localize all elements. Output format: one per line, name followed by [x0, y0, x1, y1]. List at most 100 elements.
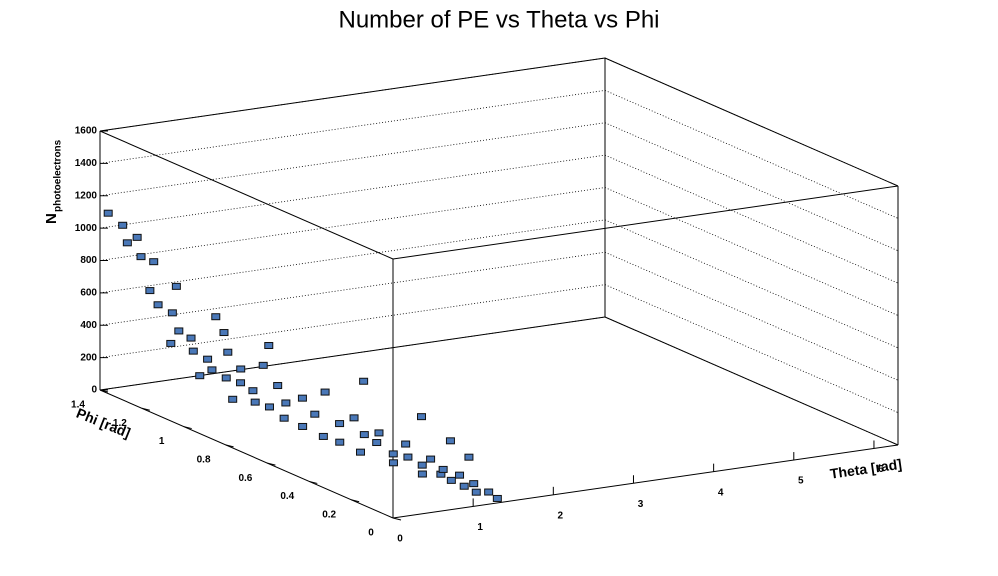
x-tick-label: 5 — [798, 476, 804, 487]
data-point — [445, 437, 455, 445]
data-point — [426, 455, 436, 463]
data-point — [388, 450, 398, 458]
data-point — [122, 239, 132, 247]
z-tick-label: 1200 — [75, 190, 98, 201]
data-point — [195, 372, 205, 380]
grid-line — [99, 316, 606, 391]
data-point — [166, 339, 176, 347]
data-point — [372, 439, 382, 447]
y-tick-label: 1.2 — [113, 418, 127, 429]
z-tick-label: 400 — [80, 320, 97, 331]
data-point — [459, 482, 469, 490]
data-point — [438, 465, 448, 473]
x-tick-label: 1 — [477, 522, 483, 533]
data-point — [221, 374, 231, 382]
data-point — [446, 476, 456, 484]
grid-line — [604, 219, 899, 349]
data-point — [335, 438, 345, 446]
y-tick-label: 0.6 — [238, 473, 252, 484]
data-point — [273, 382, 283, 390]
grid-line — [604, 57, 899, 187]
grid-line — [604, 251, 899, 381]
y-tick-label: 0.4 — [280, 491, 294, 502]
y-tick — [267, 462, 276, 466]
grid-line — [604, 187, 899, 316]
data-point — [223, 348, 233, 356]
y-tick — [183, 426, 192, 430]
data-point — [471, 488, 481, 496]
z-tick-label: 1000 — [75, 223, 98, 234]
chart-title: Number of PE vs Theta vs Phi — [338, 6, 659, 33]
data-point — [118, 221, 128, 229]
data-point — [417, 470, 427, 478]
grid-line — [604, 90, 899, 219]
z-axis-title-sub: photoelectrons — [53, 139, 64, 212]
y-tick — [141, 407, 150, 411]
grid-line — [604, 316, 899, 446]
data-point — [228, 395, 238, 403]
z-tick-label: 800 — [80, 255, 97, 266]
data-point — [219, 329, 229, 337]
data-point — [174, 327, 184, 335]
data-point — [132, 233, 142, 241]
data-point — [153, 301, 163, 309]
data-point — [281, 399, 291, 407]
grid-line — [99, 187, 606, 261]
data-point — [403, 453, 413, 461]
data-point — [359, 377, 369, 385]
data-point — [264, 403, 274, 411]
z-tick-label: 1400 — [75, 158, 98, 169]
data-point — [167, 309, 177, 317]
x-tick-label: 0 — [397, 534, 403, 545]
data-point — [455, 471, 465, 479]
grid-line — [99, 219, 606, 294]
box-edge — [392, 444, 899, 519]
grid-line — [99, 154, 606, 229]
data-point — [250, 398, 260, 406]
data-point — [145, 287, 155, 295]
box-edge — [99, 130, 394, 260]
y-tick-label: 0.8 — [197, 454, 211, 465]
data-point — [356, 448, 365, 456]
x-tick-label: 2 — [558, 510, 564, 521]
grid-line — [604, 284, 899, 413]
data-point — [264, 342, 274, 350]
data-point — [258, 361, 268, 369]
y-tick-label: 0 — [368, 528, 374, 539]
x-tick-label: 6 — [878, 464, 884, 475]
data-point — [388, 459, 398, 467]
y-tick-label: 1 — [159, 436, 165, 447]
y-tick-label: 1.4 — [71, 400, 85, 411]
grid-line — [99, 284, 606, 359]
grid-line — [99, 251, 606, 326]
data-point — [171, 282, 181, 290]
z-tick-label: 0 — [91, 385, 97, 396]
y-tick-label: 0.2 — [322, 509, 336, 520]
x-tick-label: 3 — [638, 499, 644, 510]
data-point — [417, 413, 427, 421]
data-point — [279, 414, 289, 422]
z-tick-label: 1600 — [75, 126, 98, 137]
grid-line — [99, 89, 606, 164]
y-tick — [351, 499, 360, 503]
data-point — [203, 355, 213, 363]
data-point — [318, 432, 328, 440]
data-point — [320, 388, 330, 396]
data-point — [335, 420, 345, 428]
data-point — [492, 494, 502, 502]
y-tick — [225, 444, 234, 448]
z-tick-label: 600 — [80, 288, 97, 299]
grid-line — [604, 122, 899, 252]
grid-line — [99, 57, 606, 132]
data-point — [248, 387, 258, 395]
data-point — [484, 488, 494, 496]
y-tick — [99, 389, 109, 393]
x-tick-label: 4 — [718, 487, 724, 498]
data-point — [136, 253, 146, 261]
data-point — [374, 429, 384, 437]
data-point — [359, 431, 369, 439]
data-point — [417, 461, 427, 469]
z-axis-title-main: N — [43, 213, 60, 224]
box-edge — [99, 389, 394, 519]
grid-line — [604, 154, 899, 284]
